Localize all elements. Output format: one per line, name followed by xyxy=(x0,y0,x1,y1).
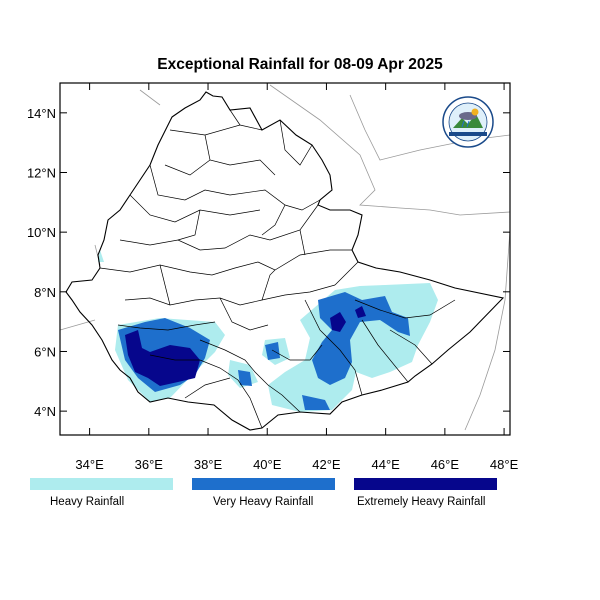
legend-label-heavy: Heavy Rainfall xyxy=(50,496,125,508)
lon-tick-label: 38°E xyxy=(194,457,223,472)
legend-label-extremely-heavy: Extremely Heavy Rainfall xyxy=(357,496,486,508)
legend-swatch-extremely-heavy xyxy=(354,478,497,490)
lat-tick-label: 8°N xyxy=(34,285,56,300)
lat-tick-label: 4°N xyxy=(34,404,56,419)
lon-tick-label: 34°E xyxy=(75,457,104,472)
lon-tick-label: 46°E xyxy=(431,457,460,472)
lon-tick-label: 48°E xyxy=(490,457,519,472)
legend-swatch-very-heavy xyxy=(192,478,335,490)
lon-tick-label: 42°E xyxy=(312,457,341,472)
map-frame xyxy=(59,82,511,436)
map-axes: 4°N 6°N 8°N 10°N 12°N 14°N 34°E 36°E 38°E 40°E 42°… xyxy=(27,83,519,472)
lat-tick-label: 14°N xyxy=(27,106,56,121)
lat-tick-label: 6°N xyxy=(34,344,56,359)
lat-tick-label: 10°N xyxy=(27,225,56,240)
lon-tick-label: 36°E xyxy=(135,457,164,472)
meteorology-agency-logo xyxy=(442,96,494,148)
extremely-heavy-rainfall-areas xyxy=(125,306,366,386)
legend-swatch-heavy xyxy=(30,478,173,490)
map-title: Exceptional Rainfall for 08-09 Apr 2025 xyxy=(157,56,443,73)
lon-tick-label: 44°E xyxy=(371,457,400,472)
lat-tick-label: 12°N xyxy=(27,165,56,180)
legend-label-very-heavy: Very Heavy Rainfall xyxy=(213,496,314,508)
lon-tick-label: 40°E xyxy=(253,457,282,472)
internal-boundaries xyxy=(99,109,456,429)
